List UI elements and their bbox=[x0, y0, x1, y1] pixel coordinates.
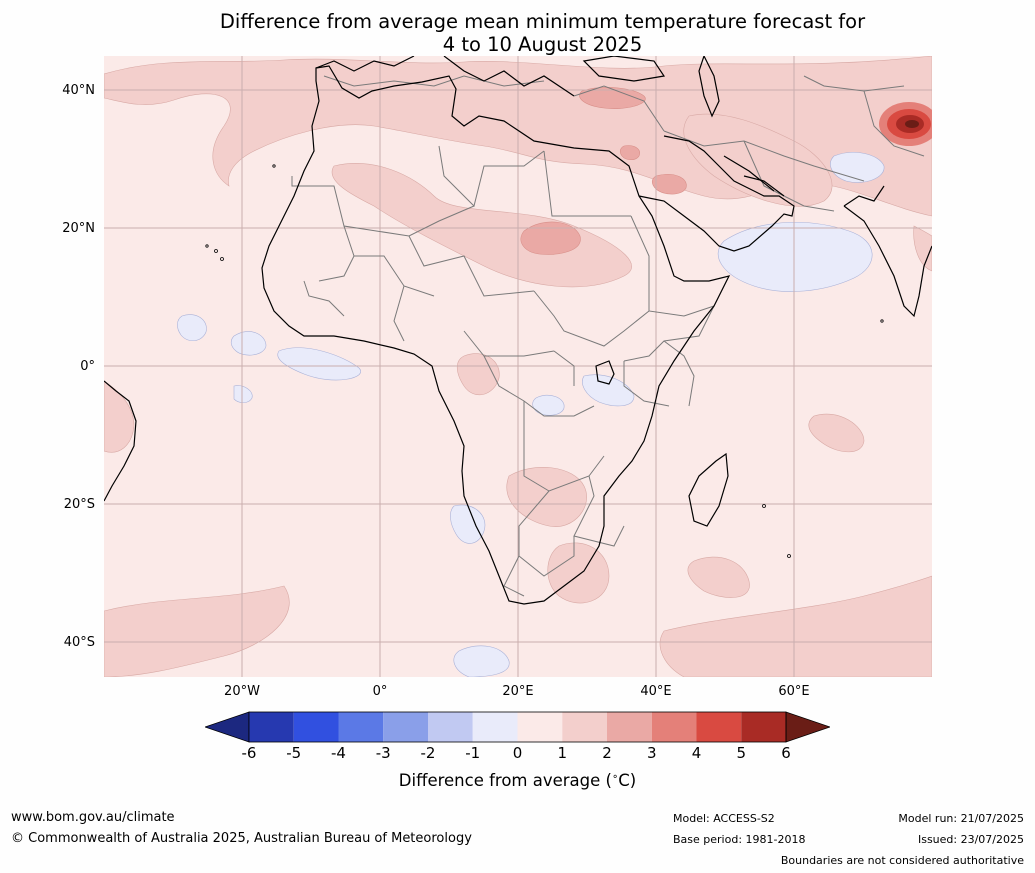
footer-copyright: © Commonwealth of Australia 2025, Austra… bbox=[11, 831, 472, 846]
footer-model-run: Model run: 21/07/2025 bbox=[898, 812, 1024, 825]
colorbar-tick-label: -6 bbox=[241, 744, 257, 762]
colorbar-tick-label: 4 bbox=[691, 744, 702, 762]
colorbar-tick-label: -3 bbox=[375, 744, 391, 762]
colorbar-tick-label: 2 bbox=[602, 744, 612, 762]
forecast-map[interactable] bbox=[104, 56, 932, 677]
lon-label-20w: 20°W bbox=[224, 684, 260, 699]
chart-title: Difference from average mean minimum tem… bbox=[140, 10, 945, 56]
title-line-2: 4 to 10 August 2025 bbox=[442, 33, 643, 56]
lon-label-20e: 20°E bbox=[502, 684, 534, 699]
footer-base-period: Base period: 1981-2018 bbox=[673, 833, 806, 846]
colorbar-segment bbox=[562, 712, 607, 742]
colorbar-segment bbox=[517, 712, 563, 742]
colorbar-tick-label: 1 bbox=[557, 744, 568, 762]
map-canvas bbox=[104, 56, 932, 677]
colorbar-segment bbox=[383, 712, 428, 742]
footer-website[interactable]: www.bom.gov.au/climate bbox=[11, 810, 175, 825]
footer-issued: Issued: 23/07/2025 bbox=[917, 833, 1024, 846]
colorbar-label: Difference from average (∘C) bbox=[205, 771, 830, 790]
lat-label-20s: 20°S bbox=[63, 497, 95, 512]
lat-label-20n: 20°N bbox=[62, 221, 95, 236]
colorbar-segment bbox=[607, 712, 652, 742]
colorbar-segment bbox=[651, 712, 697, 742]
colorbar-tick-label: 6 bbox=[781, 744, 791, 762]
colorbar-segment bbox=[696, 712, 742, 742]
lat-label-40s: 40°S bbox=[63, 635, 95, 650]
colorbar-tick-label: 3 bbox=[646, 744, 657, 762]
colorbar bbox=[203, 711, 832, 744]
lon-label-60e: 60°E bbox=[778, 684, 810, 699]
colorbar-tick-label: 0 bbox=[512, 744, 523, 762]
colorbar-extend-high bbox=[785, 711, 832, 743]
colorbar-tick-label: -4 bbox=[331, 744, 346, 762]
colorbar-segment bbox=[293, 712, 339, 742]
colorbar-label-end: C) bbox=[618, 771, 637, 790]
lat-label-0: 0° bbox=[80, 359, 95, 374]
colorbar-segment bbox=[741, 712, 786, 742]
colorbar-border bbox=[248, 711, 787, 743]
colorbar-segment bbox=[428, 712, 473, 742]
title-line-1: Difference from average mean minimum tem… bbox=[219, 10, 866, 33]
lon-label-0: 0° bbox=[372, 684, 388, 699]
warm-hotspot bbox=[879, 102, 932, 146]
footer-disclaimer: Boundaries are not considered authoritat… bbox=[780, 854, 1024, 867]
lat-label-40n: 40°N bbox=[62, 83, 95, 98]
colorbar-label-unit: ∘ bbox=[611, 771, 619, 783]
colorbar-extend-low bbox=[203, 711, 250, 743]
colorbar-svg bbox=[203, 711, 832, 743]
colorbar-tick-label: -2 bbox=[420, 744, 436, 762]
anomaly-band-2-3 bbox=[520, 87, 687, 255]
colorbar-segment bbox=[472, 712, 518, 742]
coastlines bbox=[104, 56, 932, 605]
footer-model: Model: ACCESS-S2 bbox=[673, 812, 775, 825]
colorbar-segment bbox=[338, 712, 384, 742]
colorbar-label-text: Difference from average ( bbox=[398, 771, 612, 790]
islands bbox=[205, 164, 884, 558]
colorbar-tick-label: 5 bbox=[736, 744, 747, 762]
colorbar-tick-label: -1 bbox=[465, 744, 481, 762]
colorbar-segment bbox=[249, 712, 294, 742]
lon-label-40e: 40°E bbox=[640, 684, 672, 699]
colorbar-tick-label: -5 bbox=[286, 744, 302, 762]
